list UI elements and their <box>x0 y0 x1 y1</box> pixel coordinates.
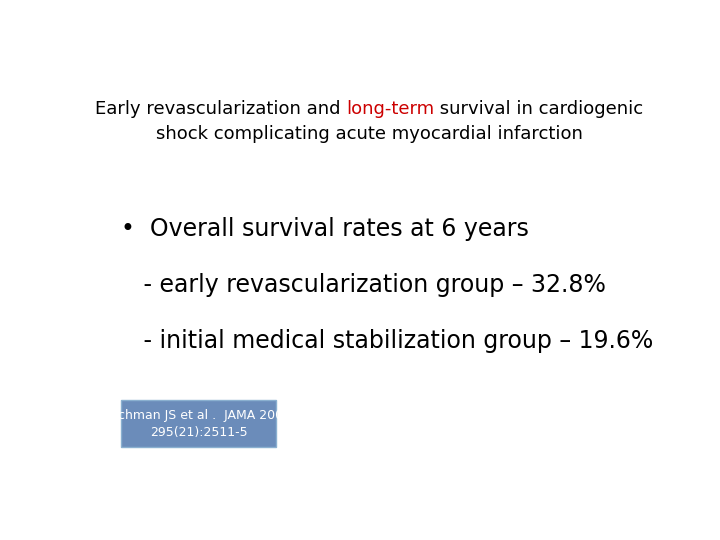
Text: •  Overall survival rates at 6 years: • Overall survival rates at 6 years <box>121 217 528 240</box>
Text: - early revascularization group – 32.8%: - early revascularization group – 32.8% <box>121 273 606 296</box>
Text: Hochman JS et al .  JAMA 2006;
295(21):2511-5: Hochman JS et al . JAMA 2006; 295(21):25… <box>102 409 296 438</box>
Text: survival in cardiogenic: survival in cardiogenic <box>434 100 643 118</box>
Text: Early revascularization and: Early revascularization and <box>95 100 346 118</box>
Text: long-term: long-term <box>346 100 434 118</box>
FancyBboxPatch shape <box>121 400 276 448</box>
Text: - initial medical stabilization group – 19.6%: - initial medical stabilization group – … <box>121 329 653 353</box>
Text: shock complicating acute myocardial infarction: shock complicating acute myocardial infa… <box>156 125 582 143</box>
